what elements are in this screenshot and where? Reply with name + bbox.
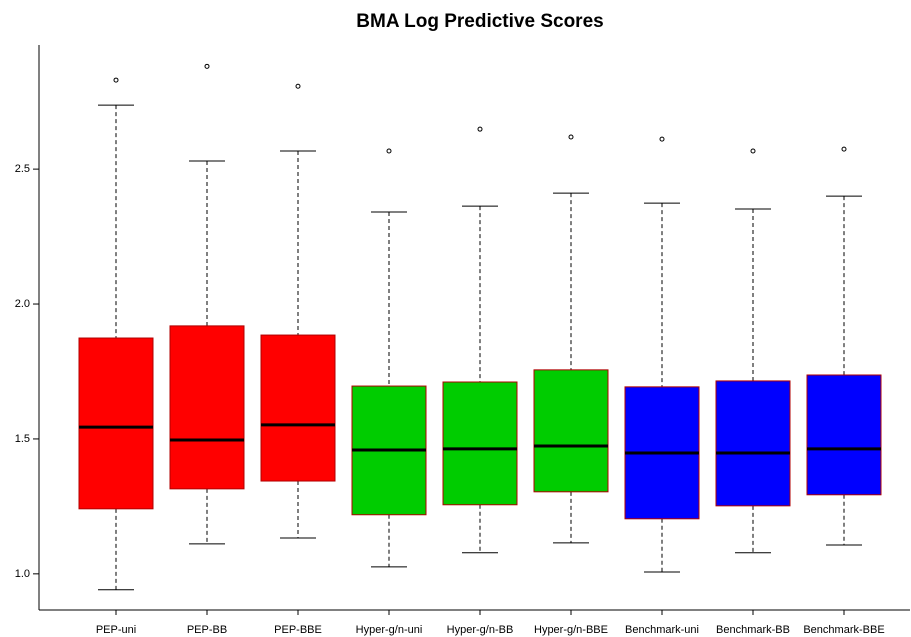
box [260,334,336,482]
x-tick-label: PEP-BBE [274,624,322,636]
y-tick-label: 1.5 [15,433,30,445]
box [533,369,609,493]
y-tick-label: 2.0 [15,298,30,310]
x-tick-label: Benchmark-BB [716,624,790,636]
x-tick-label: Hyper-g/n-BBE [534,624,608,636]
x-tick-label: Hyper-g/n-uni [356,624,423,636]
x-tick-label: Hyper-g/n-BB [447,624,514,636]
outlier [295,83,301,89]
box [442,381,518,506]
x-tick-label: PEP-BB [187,624,227,636]
x-tick-label: Benchmark-uni [625,624,699,636]
outlier [568,134,574,140]
box [806,374,882,496]
chart-title: BMA Log Predictive Scores [356,11,603,32]
outlier [659,136,665,142]
box [715,380,791,507]
box [78,337,154,510]
x-tick-label: PEP-uni [96,624,136,636]
outlier [750,148,756,154]
outlier [204,63,210,69]
y-tick-label: 2.5 [15,163,30,175]
outlier [841,146,847,152]
outlier [386,148,392,154]
outlier [113,77,119,83]
x-tick-label: Benchmark-BBE [803,624,884,636]
y-tick-label: 1.0 [15,568,30,580]
box [169,325,245,490]
outlier [477,126,483,132]
